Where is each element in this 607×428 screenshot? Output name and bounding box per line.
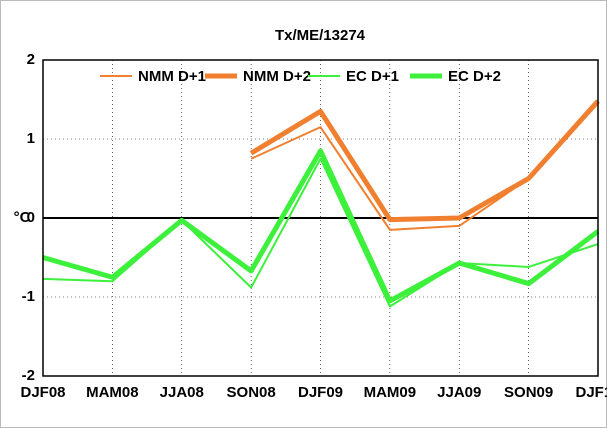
x-tick-label: SON08: [227, 384, 276, 401]
y-axis-label: °C: [14, 209, 31, 226]
x-tick-label: JJA09: [437, 384, 481, 401]
legend-label: NMM D+2: [243, 68, 311, 85]
chart-title: Tx/ME/13274: [275, 27, 366, 44]
y-tick-label: 0: [27, 209, 35, 226]
x-tick-label: DJF10: [575, 384, 607, 401]
plot-border: [42, 59, 599, 377]
legend-label: NMM D+1: [138, 68, 206, 85]
x-tick-label: MAM08: [86, 384, 139, 401]
y-tick-label: 2: [27, 51, 35, 68]
legend-label: EC D+2: [448, 68, 501, 85]
x-tick-label: JJA08: [160, 384, 204, 401]
legend-label: EC D+1: [346, 68, 399, 85]
series-line: [42, 148, 600, 304]
y-tick-label: -1: [22, 288, 35, 305]
series-line: [249, 99, 600, 223]
y-tick-label: 1: [27, 130, 35, 147]
x-tick-label: DJF09: [298, 384, 343, 401]
x-tick-label: MAM09: [364, 384, 417, 401]
x-tick-label: SON09: [504, 384, 553, 401]
x-tick-label: DJF08: [20, 384, 65, 401]
y-tick-label: -2: [22, 367, 35, 384]
